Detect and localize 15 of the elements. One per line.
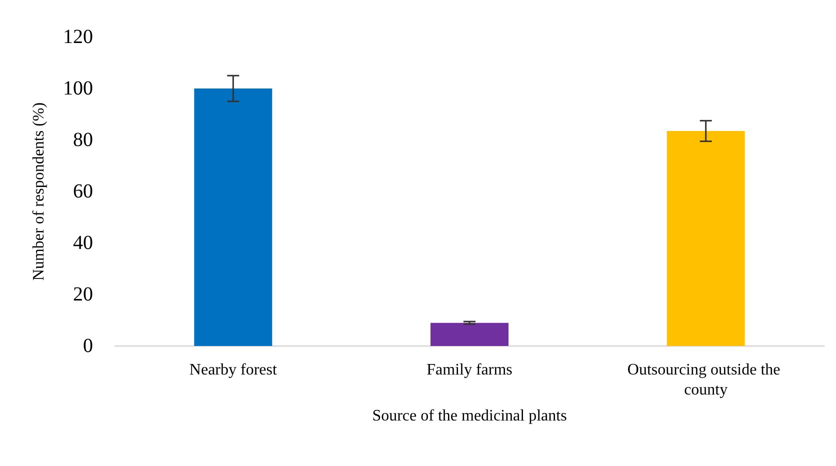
y-tick-label: 100 (63, 78, 93, 100)
x-tick-label: Nearby forest (189, 362, 278, 378)
y-tick-label: 20 (73, 284, 93, 306)
y-tick-label: 120 (63, 26, 93, 48)
bar (194, 88, 272, 346)
y-axis-title: Number of respondents (%) (30, 102, 48, 281)
bar (666, 130, 745, 346)
x-tick-label: Outsourcing outside the county (627, 362, 784, 398)
y-tick-label: 40 (73, 232, 93, 254)
y-tick-label: 80 (73, 129, 93, 151)
y-tick-label: 60 (73, 180, 93, 202)
x-axis-title: Source of the medicinal plants (372, 408, 567, 424)
x-tick-label: Family farms (426, 362, 512, 378)
y-tick-label: 0 (83, 335, 93, 357)
bar (430, 322, 508, 346)
